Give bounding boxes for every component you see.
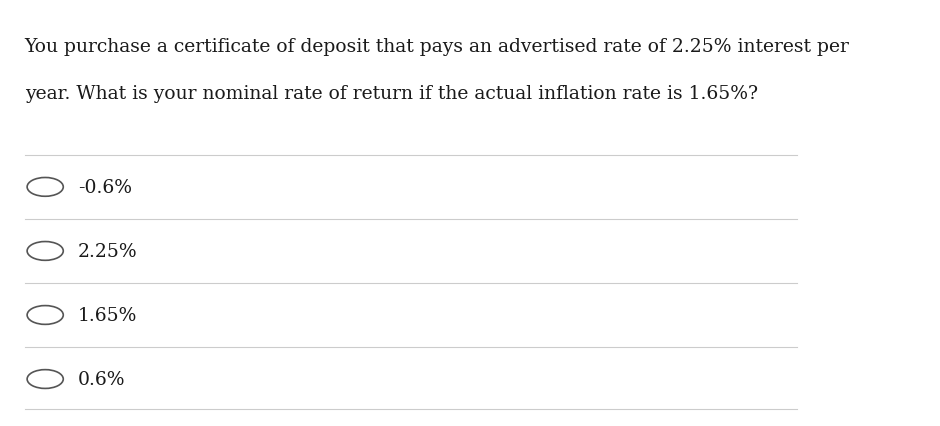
Circle shape	[27, 178, 63, 197]
Text: year. What is your nominal rate of return if the actual inflation rate is 1.65%?: year. What is your nominal rate of retur…	[24, 85, 758, 103]
Circle shape	[27, 242, 63, 261]
Circle shape	[27, 306, 63, 325]
Text: -0.6%: -0.6%	[78, 178, 132, 196]
Text: 0.6%: 0.6%	[78, 370, 126, 388]
Text: You purchase a certificate of deposit that pays an advertised rate of 2.25% inte: You purchase a certificate of deposit th…	[24, 38, 850, 56]
Circle shape	[27, 370, 63, 389]
Text: 1.65%: 1.65%	[78, 306, 137, 324]
Text: 2.25%: 2.25%	[78, 242, 137, 260]
